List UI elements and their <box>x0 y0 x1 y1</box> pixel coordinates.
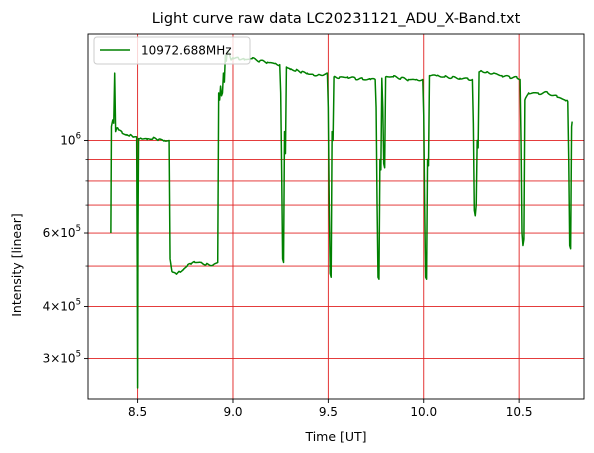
legend: 10972.688MHz <box>93 36 251 65</box>
y-tick-label: 3×105 <box>43 350 81 366</box>
series-line <box>110 50 573 389</box>
legend-label: 10972.688MHz <box>141 44 232 58</box>
axes-frame <box>87 33 585 400</box>
x-axis-label: Time [UT] <box>304 429 366 444</box>
tick-labels: 8.5 9.0 9.5 10.0 10.5 3×105 4×105 6×105 106 <box>43 131 533 419</box>
plot-area <box>110 50 573 389</box>
x-tick-label: 10.0 <box>410 405 437 419</box>
axes <box>87 33 585 400</box>
y-tick-label: 4×105 <box>43 297 81 313</box>
red-grid <box>88 34 584 399</box>
y-axis-label: Intensity [linear] <box>9 213 24 317</box>
chart-title: Light curve raw data LC20231121_ADU_X-Ba… <box>152 11 521 27</box>
x-tick-label: 10.5 <box>506 405 533 419</box>
y-tick-label: 6×105 <box>43 224 81 240</box>
legend-box <box>93 36 251 65</box>
y-tick-label: 106 <box>60 131 81 147</box>
x-tick-label: 9.5 <box>319 405 338 419</box>
x-tick-label: 9.0 <box>223 405 242 419</box>
x-tick-label: 8.5 <box>128 405 147 419</box>
